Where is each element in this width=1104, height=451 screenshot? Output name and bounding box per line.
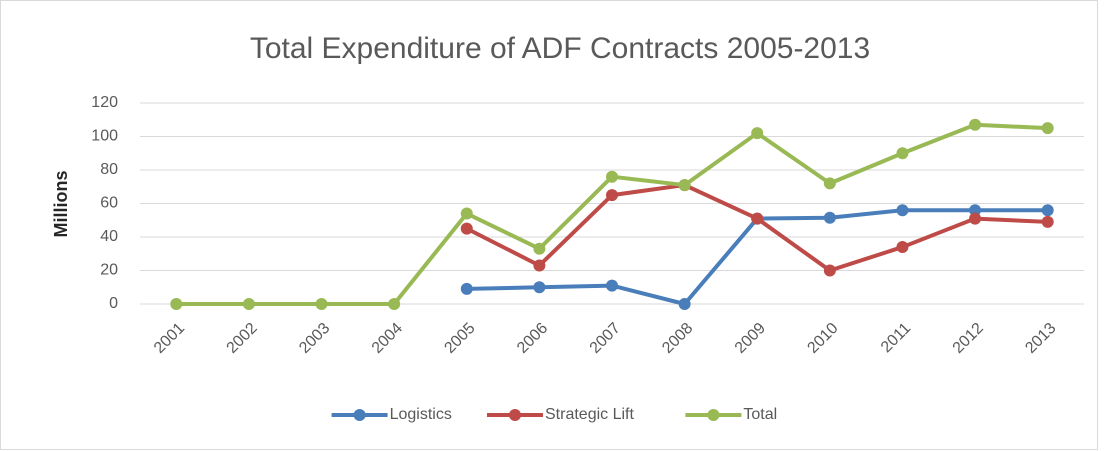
chart-title: Total Expenditure of ADF Contracts 2005-… <box>250 32 870 65</box>
data-point <box>533 281 546 294</box>
legend-marker <box>707 409 720 421</box>
y-axis-label: Millions <box>51 171 71 238</box>
data-point <box>896 241 909 254</box>
data-point <box>823 177 836 190</box>
data-point <box>969 212 982 225</box>
y-tick-label: 60 <box>100 195 118 212</box>
data-point <box>751 127 764 140</box>
data-point <box>606 279 618 292</box>
y-tick-label: 20 <box>100 262 118 279</box>
data-point <box>460 222 473 235</box>
legend-label: Total <box>743 406 777 423</box>
legend-marker <box>353 409 366 421</box>
data-point <box>533 242 546 255</box>
legend-label: Logistics <box>390 406 452 423</box>
data-point <box>533 259 546 272</box>
y-tick-label: 120 <box>91 94 118 111</box>
y-tick-label: 100 <box>91 128 118 145</box>
data-point <box>606 170 618 183</box>
y-tick-label: 0 <box>109 295 118 312</box>
data-point <box>823 211 836 224</box>
data-point <box>242 298 255 310</box>
data-point <box>460 282 473 295</box>
data-point <box>1041 204 1054 217</box>
data-point <box>170 298 183 310</box>
y-tick-label: 80 <box>100 161 118 178</box>
data-point <box>896 147 909 160</box>
y-tick-label: 40 <box>100 228 118 245</box>
data-point <box>1041 122 1054 135</box>
legend-label: Strategic Lift <box>545 406 634 423</box>
data-point <box>751 212 764 225</box>
legend-marker <box>509 409 521 421</box>
data-point <box>460 207 473 220</box>
data-point <box>969 204 982 217</box>
data-point <box>823 264 836 277</box>
data-point <box>1041 215 1054 228</box>
data-point <box>606 189 618 202</box>
data-point <box>969 118 982 131</box>
data-point <box>388 298 401 310</box>
data-point <box>896 204 909 217</box>
data-point <box>678 298 691 310</box>
data-point <box>315 298 328 310</box>
data-point <box>678 179 691 192</box>
